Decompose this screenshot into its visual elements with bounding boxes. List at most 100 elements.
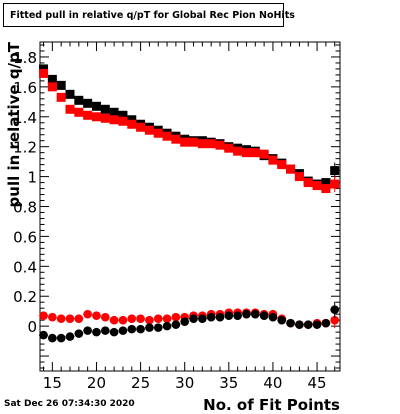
- data-point-circle: [39, 311, 48, 320]
- data-point-square: [277, 160, 287, 170]
- chart-title: Fitted pull in relative q/pT for Global …: [10, 10, 295, 21]
- data-point-square: [109, 107, 119, 117]
- plot-frame: [39, 41, 341, 372]
- data-point-square: [162, 131, 172, 141]
- data-point-square: [330, 179, 340, 189]
- data-point-circle: [250, 309, 260, 319]
- data-point-circle: [74, 329, 84, 338]
- data-point-square: [286, 164, 296, 174]
- data-point-circle: [312, 320, 322, 329]
- data-point-square: [127, 119, 137, 129]
- data-point-square: [312, 181, 322, 191]
- y-tick-label: 1: [27, 169, 37, 187]
- data-point-circle: [109, 315, 119, 325]
- data-point-square: [171, 134, 181, 144]
- data-point-circle: [65, 332, 75, 341]
- data-point-circle: [74, 314, 84, 323]
- data-point-circle: [153, 323, 163, 332]
- data-point-circle: [277, 315, 287, 325]
- data-point-circle: [127, 324, 137, 334]
- data-point-square: [303, 178, 313, 188]
- data-point-square: [189, 137, 199, 147]
- data-point-circle: [127, 314, 137, 323]
- data-point-square: [39, 68, 49, 78]
- data-point-circle: [268, 312, 278, 322]
- x-axis-title: No. of Fit Points: [203, 396, 340, 414]
- chart-title-box: Fitted pull in relative q/pT for Global …: [3, 3, 295, 27]
- data-point-square: [136, 122, 146, 132]
- data-point-circle: [303, 320, 313, 329]
- data-point-circle: [136, 324, 145, 334]
- data-point-square: [65, 89, 75, 99]
- data-point-circle: [286, 318, 295, 328]
- data-point-square: [100, 113, 110, 123]
- data-point-circle: [39, 330, 48, 340]
- data-point-circle: [136, 314, 145, 323]
- data-point-square: [56, 92, 66, 102]
- data-point-circle: [65, 314, 75, 323]
- x-tick-label: 35: [219, 374, 238, 392]
- data-point-circle: [215, 312, 225, 322]
- x-tick-label: 40: [263, 374, 282, 392]
- data-point-square: [118, 110, 128, 120]
- data-point-circle: [242, 309, 251, 319]
- data-point-square: [47, 74, 57, 84]
- data-point-square: [250, 148, 260, 158]
- data-point-circle: [145, 323, 154, 332]
- data-point-square: [197, 139, 207, 149]
- data-point-circle: [189, 314, 198, 323]
- data-point-circle: [259, 311, 269, 320]
- y-tick-label: 1.8: [13, 49, 37, 67]
- data-point-square: [321, 178, 331, 188]
- timestamp: Sat Dec 26 07:34:30 2020: [4, 399, 135, 409]
- data-point-circle: [92, 311, 101, 320]
- data-point-circle: [118, 326, 128, 335]
- data-point-circle: [118, 315, 128, 325]
- data-point-circle: [109, 327, 119, 337]
- data-point-square: [294, 172, 304, 182]
- data-point-square: [100, 104, 110, 114]
- x-tick-label: 15: [43, 374, 62, 392]
- data-point-square: [233, 146, 243, 156]
- data-point-circle: [330, 315, 340, 325]
- data-point-square: [321, 184, 331, 194]
- data-point-square: [241, 148, 251, 158]
- data-point-circle: [153, 314, 163, 323]
- data-point-square: [91, 101, 101, 111]
- data-point-circle: [162, 314, 172, 323]
- data-point-square: [65, 104, 75, 114]
- data-point-circle: [233, 311, 242, 320]
- data-point-circle: [83, 326, 92, 335]
- data-point-square: [47, 82, 57, 92]
- y-tick-label: 0.4: [13, 258, 37, 276]
- data-point-circle: [330, 305, 340, 314]
- y-axis-title: pull in relative q/pT: [5, 41, 23, 207]
- data-point-circle: [48, 312, 57, 322]
- data-point-circle: [295, 320, 304, 329]
- data-point-square: [74, 95, 84, 105]
- data-point-square: [83, 98, 93, 108]
- data-point-circle: [171, 320, 181, 329]
- data-point-square: [180, 137, 190, 147]
- data-point-circle: [100, 326, 110, 335]
- data-point-square: [224, 143, 234, 153]
- y-tick-label: 0: [27, 318, 37, 336]
- x-tick-label: 20: [87, 374, 106, 392]
- data-point-circle: [206, 312, 216, 322]
- data-point-square: [268, 155, 278, 165]
- data-point-circle: [145, 315, 154, 325]
- y-tick-label: 0.6: [13, 228, 37, 246]
- data-point-square: [118, 116, 128, 126]
- data-point-circle: [56, 333, 66, 343]
- y-tick-label: 1.4: [13, 109, 37, 127]
- data-point-square: [109, 115, 119, 125]
- data-point-circle: [198, 314, 207, 323]
- data-point-square: [153, 128, 163, 138]
- y-tick-label: 1.6: [13, 79, 37, 97]
- data-point-square: [74, 107, 84, 117]
- data-point-circle: [48, 333, 57, 343]
- data-point-square: [91, 112, 101, 122]
- data-point-square: [56, 80, 66, 90]
- y-tick-label: 0.2: [13, 288, 37, 306]
